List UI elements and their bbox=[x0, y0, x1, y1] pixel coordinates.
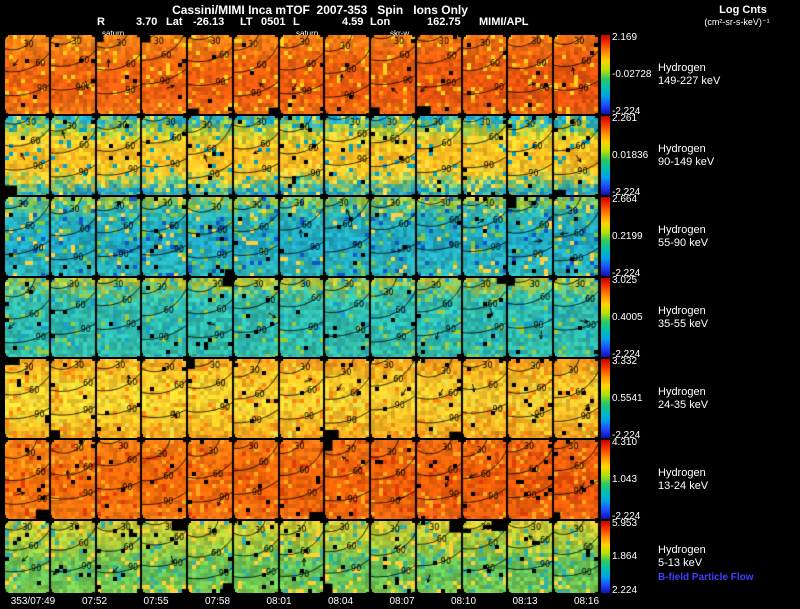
colorbar-max-value-row-7: 5.953 bbox=[612, 518, 638, 529]
colorbar-row-5 bbox=[601, 359, 610, 438]
colorbar-row-6 bbox=[601, 440, 610, 519]
energy-label: 13-24 keV bbox=[658, 479, 709, 492]
colorbar-row-3 bbox=[601, 197, 610, 276]
time-tick-label-6: 08:07 bbox=[389, 596, 415, 607]
time-tick-label-5: 08:04 bbox=[327, 596, 354, 607]
colorbar-row-4 bbox=[601, 278, 610, 357]
row-label-7: Hydrogen 5-13 keV bbox=[658, 544, 798, 570]
row-label-3: Hydrogen 55-90 keV bbox=[658, 224, 798, 250]
l-label: L bbox=[293, 16, 300, 28]
row-label-2: Hydrogen 90-149 keV bbox=[658, 143, 798, 169]
energy-label: 149-227 keV bbox=[658, 74, 721, 87]
energy-label: 24-35 keV bbox=[658, 398, 709, 411]
colorbar-max-value-row-3: 2.664 bbox=[612, 194, 638, 205]
row-label-6: Hydrogen 13-24 keV bbox=[658, 467, 798, 493]
l-value: 4.59 bbox=[342, 16, 364, 28]
heatmap-row-2 bbox=[5, 116, 600, 195]
lt-value: 0501 bbox=[261, 16, 286, 28]
heatmap-row-6 bbox=[5, 440, 600, 519]
colorbar-max-value-row-4: 3.025 bbox=[612, 275, 638, 286]
time-tick-label-0: 353/07:49 bbox=[10, 596, 56, 607]
colorbar-row-1 bbox=[601, 35, 610, 114]
colorbar-mid-value-row-5: 0.5541 bbox=[612, 392, 643, 404]
colorbar-min-value-row-5: -2.224 bbox=[612, 430, 641, 441]
colorbar-mid-value-row-3: 0.2199 bbox=[612, 230, 643, 242]
event-marker-saturn-2: saturn bbox=[296, 29, 319, 38]
colorbar-max-value-row-5: 3.332 bbox=[612, 356, 638, 367]
species-label: Hydrogen bbox=[658, 61, 706, 74]
heatmap-row-4 bbox=[5, 278, 600, 357]
time-tick-label-3: 07:58 bbox=[204, 596, 231, 607]
species-label: Hydrogen bbox=[658, 223, 706, 236]
page-title: Cassini/MIMI Inca mTOF 2007-353 Spin Ion… bbox=[172, 3, 468, 17]
event-marker-skr-w: skr-w bbox=[390, 29, 410, 38]
colorbar-max-value-row-6: 4.310 bbox=[612, 437, 638, 448]
row-label-5: Hydrogen 24-35 keV bbox=[658, 386, 798, 412]
colorbar-units: (cm²-sr-s-keV)⁻¹ bbox=[704, 17, 770, 27]
time-tick-label-2: 07:55 bbox=[143, 596, 169, 607]
time-tick-label-7: 08:10 bbox=[450, 596, 477, 607]
time-tick-label-1: 07:52 bbox=[81, 596, 108, 607]
colorbar-mid-value-row-4: 0.4005 bbox=[612, 311, 643, 323]
colorbar-max-value-row-1: 2.169 bbox=[612, 32, 638, 43]
species-label: Hydrogen bbox=[658, 304, 706, 317]
r-label: R bbox=[97, 16, 105, 28]
heatmap-row-3 bbox=[5, 197, 600, 276]
lon-label: Lon bbox=[370, 16, 391, 28]
colorbar-min-value-row-7: 2.224 bbox=[612, 585, 638, 596]
colorbar-mid-value-row-1: -0.02728 bbox=[612, 68, 652, 80]
lon-value: 162.75 bbox=[427, 16, 461, 28]
row-label-4: Hydrogen 35-55 keV bbox=[658, 305, 798, 331]
colorbar-min-value-row-2: -2.224 bbox=[612, 187, 641, 198]
event-marker-saturn-1: saturn bbox=[102, 29, 125, 38]
credit-label: MIMI/APL bbox=[479, 16, 529, 28]
r-value: 3.70 bbox=[136, 16, 158, 28]
heatmap-row-5 bbox=[5, 359, 600, 438]
colorbar-mid-value-row-6: 1.043 bbox=[612, 473, 638, 485]
lt-label: LT bbox=[240, 16, 253, 28]
colorbar-mid-value-row-7: 1.864 bbox=[612, 551, 638, 562]
species-label: Hydrogen bbox=[658, 385, 706, 398]
lat-value: -26.13 bbox=[193, 16, 225, 28]
time-tick-label-4: 08:01 bbox=[266, 596, 292, 607]
row-label-1: Hydrogen 149-227 keV bbox=[658, 62, 798, 88]
species-label: Hydrogen bbox=[658, 466, 706, 479]
energy-label: 35-55 keV bbox=[658, 317, 709, 330]
colorbar-min-value-row-4: -2.224 bbox=[612, 349, 641, 360]
colorbar-mid-value-row-2: 0.01836 bbox=[612, 149, 649, 161]
colorbar-row-2 bbox=[601, 116, 610, 195]
heatmap-row-1 bbox=[5, 35, 600, 114]
heatmap-row-7 bbox=[5, 521, 600, 593]
time-tick-label-8: 08:13 bbox=[512, 596, 538, 607]
species-label: Hydrogen bbox=[658, 544, 706, 556]
colorbar-row-7 bbox=[601, 521, 610, 593]
colorbar-max-value-row-2: 2.261 bbox=[612, 113, 638, 124]
species-label: Hydrogen bbox=[658, 142, 706, 155]
energy-label: 5-13 keV bbox=[658, 557, 703, 569]
energy-label: 55-90 keV bbox=[658, 236, 709, 249]
time-tick-label-9: 08:16 bbox=[573, 596, 600, 607]
colorbar-min-value-row-3: -2.224 bbox=[612, 268, 641, 279]
colorbar-units-title: Log Cnts bbox=[719, 4, 767, 16]
lat-label: Lat bbox=[166, 16, 183, 28]
colorbar-min-value-row-6: -2.224 bbox=[612, 511, 641, 522]
energy-label: 90-149 keV bbox=[658, 155, 715, 168]
bfield-flow-label: B-field Particle Flow bbox=[658, 572, 754, 583]
colorbar-min-value-row-1: -2.224 bbox=[612, 106, 641, 117]
